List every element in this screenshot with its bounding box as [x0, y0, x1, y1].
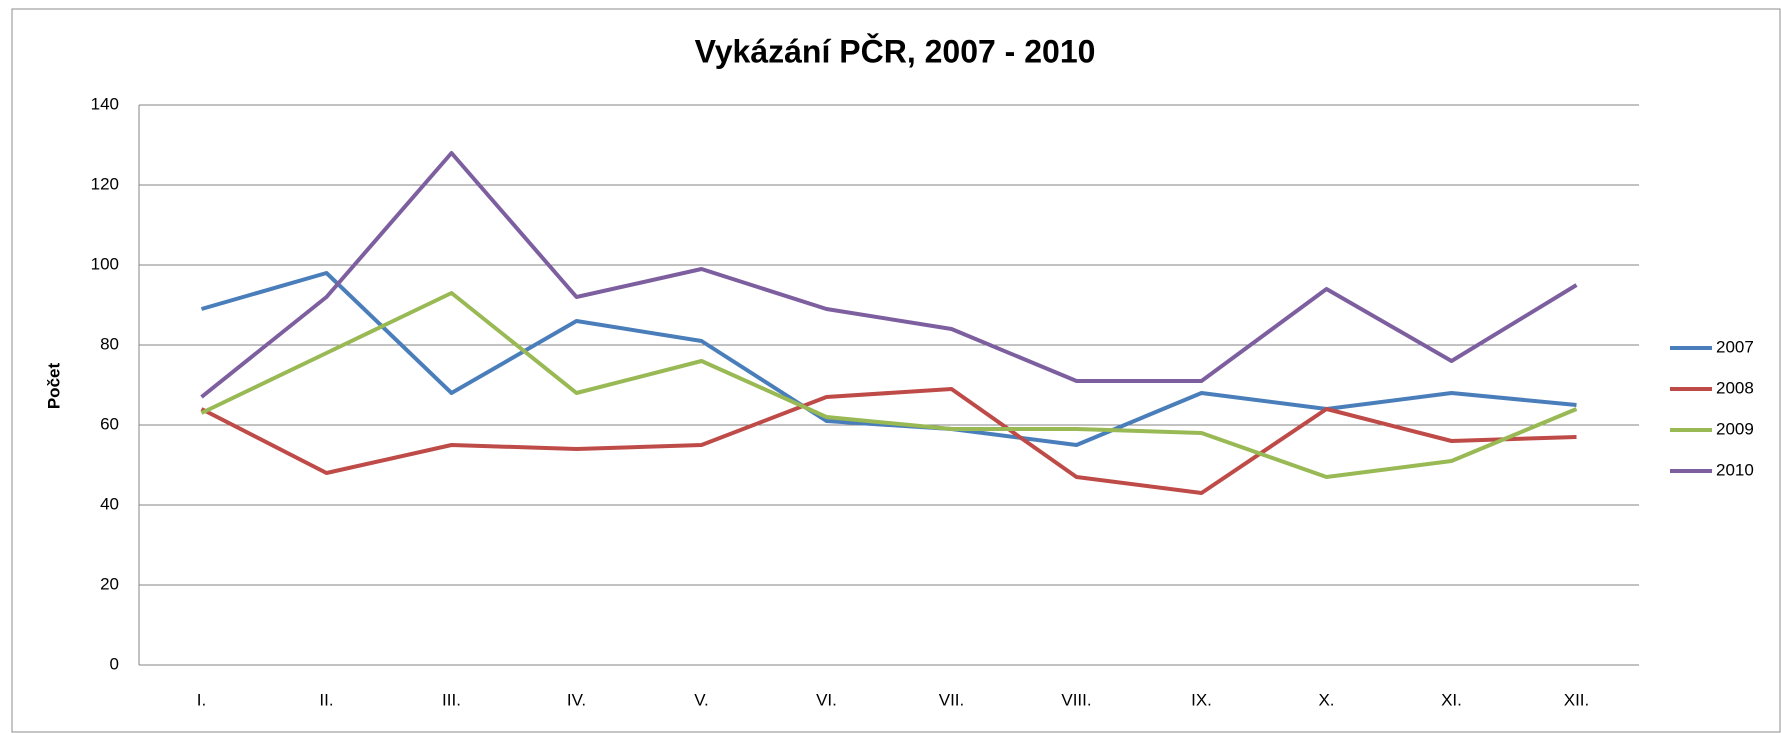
- x-tick-label: VI.: [816, 690, 837, 709]
- y-tick-label: 100: [91, 254, 119, 273]
- chart-border: [11, 8, 1781, 733]
- y-tick-label: 40: [100, 494, 119, 513]
- series-line: [200, 387, 1577, 495]
- y-tick-label: 80: [100, 334, 119, 353]
- x-tick-label: I.: [197, 690, 206, 709]
- y-tick-label: 120: [91, 174, 119, 193]
- y-tick-label: 20: [100, 574, 119, 593]
- legend-label: 2008: [1716, 378, 1754, 397]
- legend-label: 2009: [1716, 419, 1754, 438]
- y-axis-label: Počet: [44, 363, 63, 410]
- x-tick-label: III.: [442, 690, 461, 709]
- x-tick-label: IV.: [567, 690, 586, 709]
- chart-title: Vykázání PČR, 2007 - 2010: [695, 33, 1096, 69]
- x-tick-label: X.: [1318, 690, 1334, 709]
- legend-label: 2007: [1716, 337, 1754, 356]
- x-tick-label: VII.: [939, 690, 965, 709]
- series-line: [200, 151, 1578, 399]
- x-tick-label: II.: [319, 690, 333, 709]
- x-tick-label: XII.: [1564, 690, 1590, 709]
- x-tick-label: XI.: [1441, 690, 1462, 709]
- x-tick-label: VIII.: [1061, 690, 1091, 709]
- y-tick-label: 140: [91, 94, 119, 113]
- y-tick-label: 60: [100, 414, 119, 433]
- x-tick-label: IX.: [1191, 690, 1212, 709]
- legend-label: 2010: [1716, 460, 1754, 479]
- x-tick-label: V.: [694, 690, 709, 709]
- series-line: [200, 291, 1578, 479]
- y-tick-label: 0: [110, 654, 119, 673]
